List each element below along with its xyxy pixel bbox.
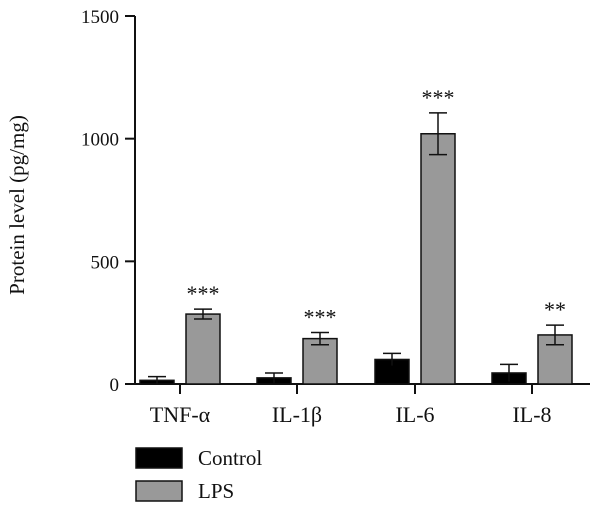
significance-label: **: [544, 297, 566, 322]
legend-swatch-lps: [135, 480, 183, 502]
category-label: IL-1β: [272, 402, 322, 427]
y-axis-ticks: 0 500 1000 1500: [81, 7, 135, 396]
y-tick-label: 500: [91, 252, 120, 273]
y-tick-label: 0: [110, 375, 120, 396]
category-label: TNF-α: [150, 402, 211, 427]
bar-lps: [302, 337, 338, 385]
category-label: IL-8: [512, 402, 551, 427]
legend: Control LPS: [135, 446, 262, 503]
y-tick-label: 1500: [81, 7, 119, 28]
legend-swatch-control: [135, 447, 183, 469]
bar-lps: [420, 133, 456, 385]
significance-annotations: ***********: [187, 85, 567, 330]
category-label: IL-6: [395, 402, 434, 427]
legend-label-control: Control: [198, 446, 262, 470]
bar-lps: [185, 313, 221, 385]
legend-label-lps: LPS: [198, 479, 234, 503]
error-bars: [148, 112, 564, 384]
significance-label: ***: [187, 281, 220, 306]
bars: [139, 133, 573, 385]
x-axis-categories: TNF-α IL-1β IL-6 IL-8: [150, 402, 552, 427]
y-axis-title: Protein level (pg/mg): [5, 115, 29, 295]
significance-label: ***: [304, 304, 337, 329]
y-tick-label: 1000: [81, 130, 119, 151]
significance-label: ***: [422, 85, 455, 110]
